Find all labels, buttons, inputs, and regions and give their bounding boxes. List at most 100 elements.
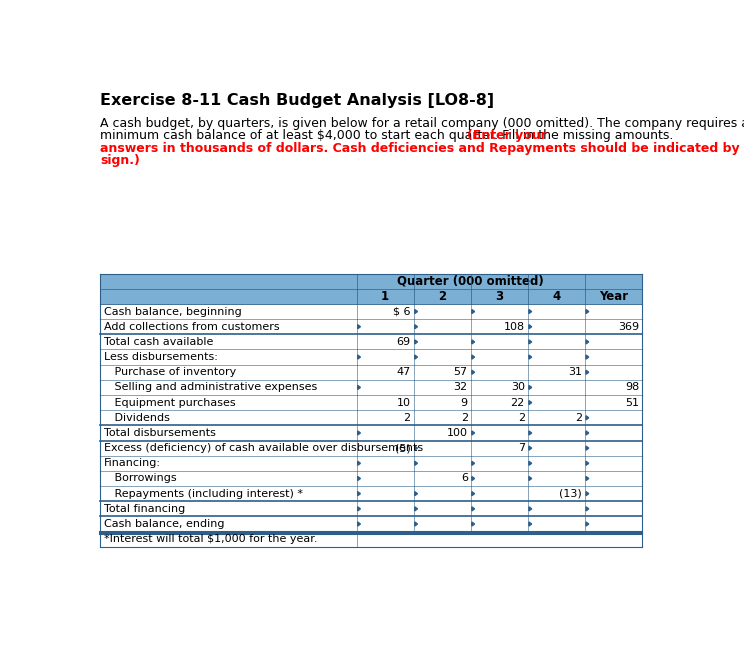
Text: (13): (13) [559,489,582,499]
Text: 57: 57 [454,367,468,377]
Text: 2: 2 [575,413,582,423]
Bar [100,471,642,486]
Polygon shape [586,431,589,435]
Text: Total disbursements: Total disbursements [104,428,216,438]
Text: 108: 108 [504,322,525,332]
Polygon shape [472,371,475,374]
Text: 7: 7 [518,443,525,453]
Text: Equipment purchases: Equipment purchases [104,397,236,407]
Text: 2: 2 [438,290,446,303]
Polygon shape [358,461,360,465]
Text: 31: 31 [568,367,582,377]
Polygon shape [414,507,417,511]
Text: sign.): sign.) [100,154,140,167]
Bar [100,319,642,334]
Text: 30: 30 [511,382,525,392]
Bar [100,501,642,516]
Polygon shape [472,355,475,359]
Text: 51: 51 [625,397,639,407]
Polygon shape [414,461,417,465]
Polygon shape [358,386,360,390]
Polygon shape [529,401,532,405]
Polygon shape [586,522,589,526]
Text: 6: 6 [461,474,468,484]
Text: minimum cash balance of at least $4,000 to start each quarter. Fill in the missi: minimum cash balance of at least $4,000 … [100,129,744,143]
Polygon shape [586,476,589,480]
Bar [100,380,642,395]
Bar [100,273,642,289]
Polygon shape [586,491,589,495]
Text: Selling and administrative expenses: Selling and administrative expenses [104,382,317,392]
Text: 47: 47 [397,367,411,377]
Polygon shape [529,507,532,511]
Text: 3: 3 [496,290,503,303]
Polygon shape [529,386,532,390]
Polygon shape [472,522,475,526]
Bar [100,365,642,380]
Polygon shape [414,309,417,313]
Text: 2: 2 [518,413,525,423]
Text: 1: 1 [381,290,389,303]
Polygon shape [529,309,532,313]
Bar [100,304,642,319]
Bar [100,456,642,471]
Polygon shape [414,522,417,526]
Polygon shape [529,325,532,328]
Polygon shape [472,476,475,480]
Text: 2: 2 [461,413,468,423]
Text: Cash balance, ending: Cash balance, ending [104,519,225,529]
Text: Total financing: Total financing [104,504,185,514]
Bar [100,395,642,410]
Polygon shape [358,325,360,328]
Text: (5): (5) [395,443,411,453]
Polygon shape [586,355,589,359]
Polygon shape [529,431,532,435]
Polygon shape [529,355,532,359]
Text: Cash balance, beginning: Cash balance, beginning [104,307,242,317]
Polygon shape [472,431,475,435]
Polygon shape [586,461,589,465]
Text: 10: 10 [397,397,411,407]
Polygon shape [586,507,589,511]
Polygon shape [414,340,417,344]
Text: Quarter (000 omitted): Quarter (000 omitted) [397,275,544,288]
Text: 2: 2 [403,413,411,423]
Bar [100,425,642,441]
Polygon shape [414,446,417,450]
Polygon shape [472,309,475,313]
Text: Purchase of inventory: Purchase of inventory [104,367,236,377]
Polygon shape [586,446,589,450]
Text: Repayments (including interest) *: Repayments (including interest) * [104,489,303,499]
Polygon shape [358,355,360,359]
Polygon shape [529,522,532,526]
Text: minimum cash balance of at least $4,000 to start each quarter. Fill in the missi: minimum cash balance of at least $4,000 … [100,129,677,143]
Bar [100,532,642,547]
Polygon shape [472,340,475,344]
Text: 9: 9 [461,397,468,407]
Polygon shape [529,461,532,465]
Polygon shape [586,309,589,313]
Polygon shape [586,340,589,344]
Text: $ 6: $ 6 [394,307,411,317]
Bar [100,334,642,350]
Polygon shape [529,340,532,344]
Polygon shape [358,476,360,480]
Text: Financing:: Financing: [104,459,161,468]
Text: Year: Year [599,290,628,303]
Text: Add collections from customers: Add collections from customers [104,322,280,332]
Text: Borrowings: Borrowings [104,474,176,484]
Text: 22: 22 [510,397,525,407]
Text: Total cash available: Total cash available [104,337,214,347]
Bar [100,410,642,425]
Text: 4: 4 [552,290,560,303]
Text: *Interest will total $1,000 for the year.: *Interest will total $1,000 for the year… [104,534,318,544]
Polygon shape [472,461,475,465]
Bar [100,350,642,365]
Text: 32: 32 [454,382,468,392]
Text: Less disbursements:: Less disbursements: [104,352,218,362]
Text: (Enter your: (Enter your [466,129,546,143]
Polygon shape [472,491,475,495]
Polygon shape [414,491,417,495]
Text: 98: 98 [625,382,639,392]
Text: 369: 369 [618,322,639,332]
